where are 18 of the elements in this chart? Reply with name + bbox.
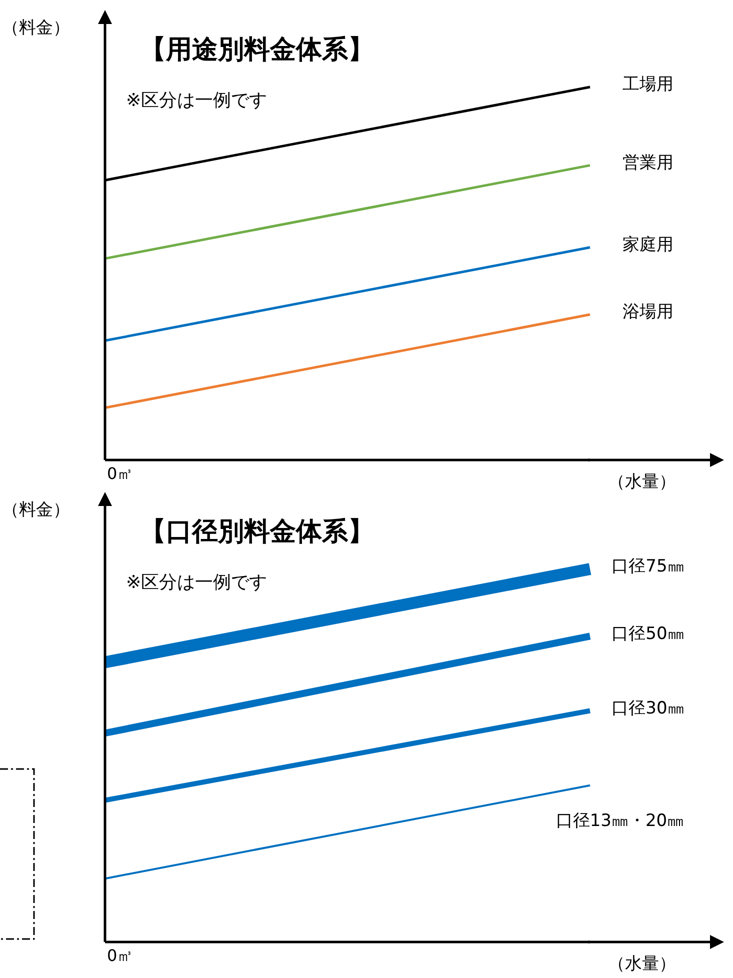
annotation: ※区分は一例です [126,89,268,112]
series-label: 営業用 [622,152,674,173]
y-axis-title: （料金） [2,17,70,39]
series-label: 工場用 [622,74,674,95]
x-axis-title: （水量） [608,953,676,975]
annotation: ※区分は一例です [126,571,268,594]
series-label: 家庭用 [622,235,674,256]
y-axis-title: （料金） [2,499,70,521]
chart-title: 【用途別料金体系】 [140,34,374,67]
x-axis-title: （水量） [608,471,676,493]
text: 0㎥ [107,464,134,485]
series-label: 口径75㎜ [612,556,684,577]
series-label: 口径13㎜・20㎜ [556,810,684,831]
text: 0㎥ [107,946,134,967]
chart-title: 【口径別料金体系】 [140,516,374,549]
series-label: 浴場用 [622,302,674,322]
series-label: 口径50㎜ [612,624,684,644]
series-label: 口径30㎜ [612,698,684,718]
